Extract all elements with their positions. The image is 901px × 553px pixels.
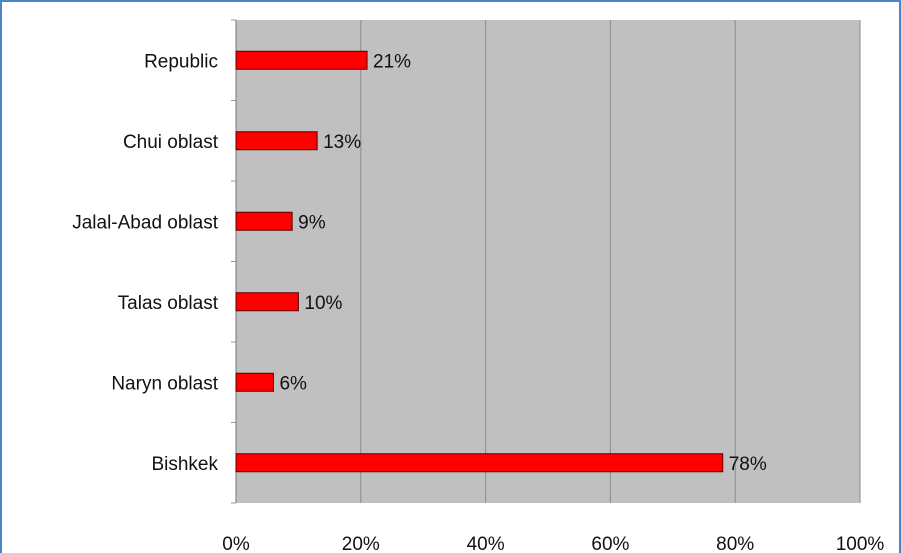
bars (235, 50, 724, 473)
bar (235, 453, 724, 473)
x-tick-label: 60% (591, 534, 629, 553)
category-label: Chui oblast (123, 132, 219, 153)
bar (235, 372, 274, 392)
category-label: Bishkek (151, 454, 218, 475)
value-labels: 21% 13% 9% 10% 6% 78% (279, 51, 766, 475)
category-label: Jalal-Abad oblast (72, 212, 218, 233)
value-label: 21% (373, 51, 411, 72)
category-label: Republic (144, 51, 218, 72)
value-label: 78% (729, 454, 767, 475)
x-tick-labels: 0% 20% 40% 60% 80% 100% (222, 534, 884, 553)
value-label: 10% (304, 293, 342, 314)
x-tick-label: 80% (716, 534, 754, 553)
category-label: Talas oblast (118, 293, 219, 314)
category-label: Naryn oblast (111, 373, 218, 394)
category-labels: Republic Chui oblast Jalal-Abad oblast Tala… (72, 51, 218, 475)
plot-area (236, 20, 860, 503)
x-tick-label: 20% (342, 534, 380, 553)
bar (235, 211, 293, 231)
value-label: 6% (279, 373, 307, 394)
bar (235, 292, 299, 312)
bar (235, 50, 368, 70)
axes (231, 19, 237, 504)
x-tick-label: 0% (222, 534, 250, 553)
x-tick-label: 40% (467, 534, 505, 553)
value-label: 9% (298, 212, 326, 233)
gridlines (360, 20, 861, 503)
x-tick-label: 100% (836, 534, 885, 553)
bar (235, 131, 318, 151)
value-label: 13% (323, 132, 361, 153)
